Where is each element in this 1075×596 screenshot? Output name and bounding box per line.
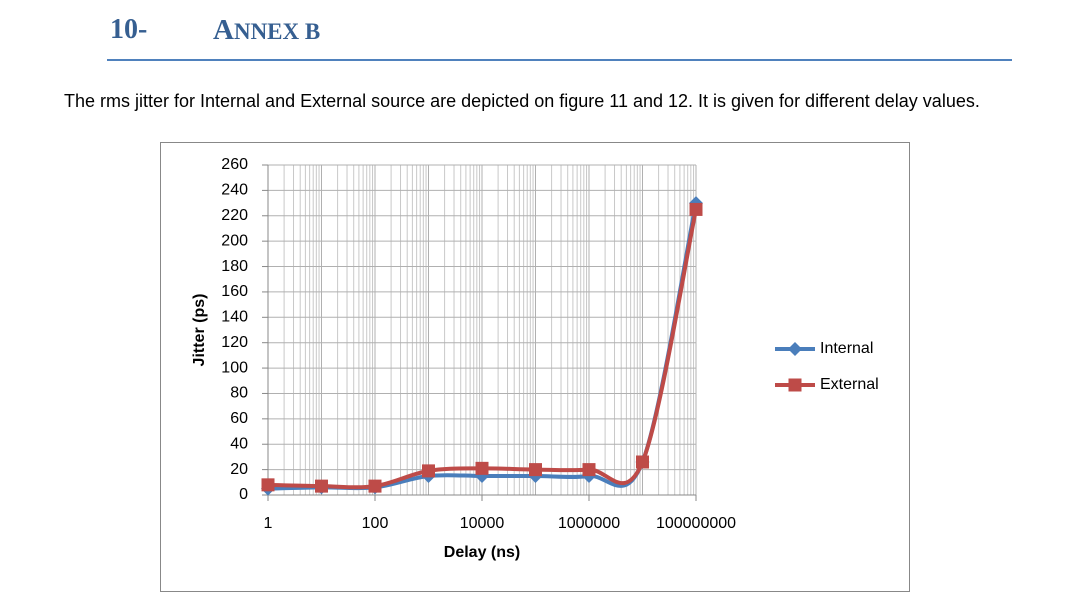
y-tick-label: 220 <box>221 207 248 224</box>
y-tick-label: 140 <box>221 309 248 326</box>
y-tick-label: 40 <box>230 435 248 452</box>
y-tick-label: 160 <box>221 283 248 300</box>
marker <box>475 461 489 475</box>
marker <box>261 478 275 492</box>
marker <box>368 479 382 493</box>
marker <box>689 202 703 216</box>
marker <box>582 463 596 477</box>
y-axis-label: Jitter (ps) <box>191 294 208 367</box>
paragraph: The rms jitter for Internal and External… <box>64 91 980 111</box>
marker <box>529 463 542 477</box>
y-tick-label: 60 <box>230 410 248 427</box>
heading-rule <box>107 59 1012 61</box>
y-tick-label: 20 <box>230 461 248 478</box>
y-tick-label: 120 <box>221 334 248 351</box>
legend-marker <box>788 378 802 392</box>
y-tick-label: 260 <box>221 156 248 173</box>
x-tick-label: 10000 <box>460 515 505 532</box>
marker <box>636 455 649 469</box>
x-tick-label: 1000000 <box>558 515 620 532</box>
x-axis-label: Delay (ns) <box>444 544 520 561</box>
y-tick-label: 100 <box>221 359 248 376</box>
legend-marker <box>788 342 802 356</box>
heading-number: 10- <box>110 14 148 45</box>
marker <box>315 479 328 493</box>
legend-label: External <box>820 376 879 393</box>
y-tick-label: 80 <box>230 385 248 402</box>
y-tick-label: 200 <box>221 232 248 249</box>
y-tick-label: 0 <box>239 486 248 503</box>
y-tick-label: 240 <box>221 182 248 199</box>
legend-label: Internal <box>820 340 873 357</box>
marker <box>422 464 435 478</box>
series-line <box>267 209 698 490</box>
heading-title: ANNEX B <box>213 14 321 46</box>
y-tick-label: 180 <box>221 258 248 275</box>
x-tick-label: 100000000 <box>656 515 736 532</box>
x-tick-label: 100 <box>362 515 389 532</box>
x-tick-label: 1 <box>264 515 273 532</box>
